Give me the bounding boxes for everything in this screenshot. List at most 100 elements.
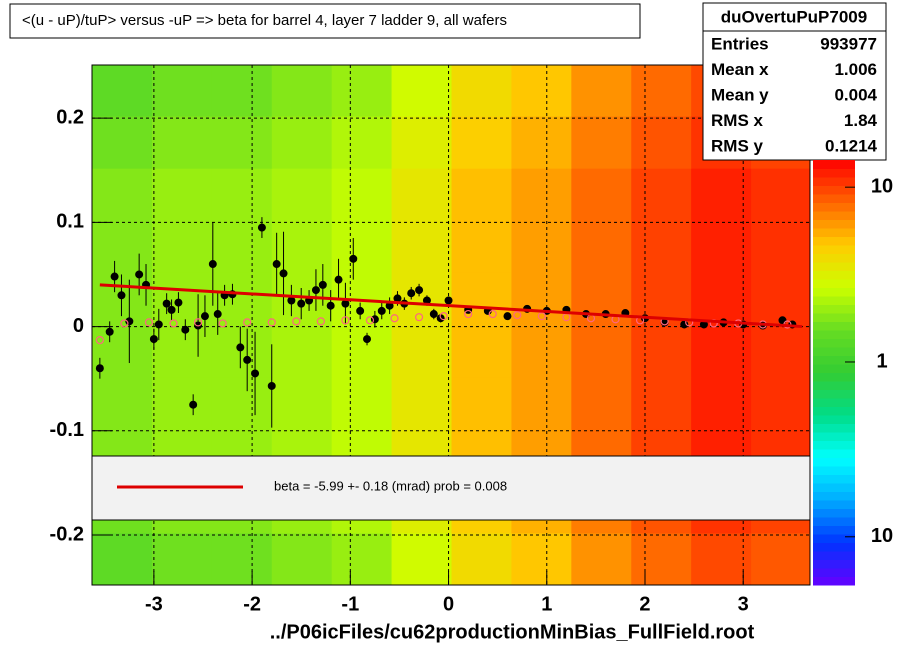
heat-cell (211, 65, 273, 117)
data-point (154, 320, 163, 329)
color-band (813, 542, 855, 552)
data-point (349, 254, 358, 263)
heat-cell (451, 532, 512, 586)
stats-value: 0.1214 (825, 136, 878, 155)
x-tick-label: 0 (443, 593, 454, 615)
stats-value: 993977 (820, 34, 877, 53)
data-point (513, 311, 522, 320)
color-band (813, 398, 855, 407)
data-point (444, 296, 453, 305)
stats-label: Mean y (711, 85, 769, 104)
color-band (813, 177, 855, 186)
stats-label: RMS y (711, 136, 764, 155)
data-point (110, 272, 119, 281)
data-point (149, 335, 158, 344)
data-point (356, 306, 365, 315)
data-point (267, 381, 276, 390)
heat-cell (391, 116, 452, 169)
heat-cell (211, 168, 273, 221)
heat-cell (571, 324, 632, 378)
heat-cell (751, 532, 811, 586)
heat-cell (92, 220, 153, 273)
heat-cell (271, 116, 333, 169)
heat-cell (391, 65, 452, 117)
data-point (377, 306, 386, 315)
heat-cell (391, 168, 452, 221)
heat-cell (451, 272, 512, 325)
data-point (243, 318, 252, 327)
color-band (813, 457, 855, 467)
heat-cell (511, 376, 572, 430)
data-point (363, 335, 372, 344)
data-point (243, 355, 252, 364)
heat-cell (631, 168, 692, 221)
heat-cell (92, 532, 153, 586)
color-band (813, 168, 855, 178)
heat-cell (151, 376, 213, 430)
heat-cell (631, 532, 692, 586)
heat-cell (92, 376, 153, 430)
heat-cell (511, 324, 572, 378)
color-band (813, 211, 855, 220)
stats-label: Entries (711, 34, 769, 53)
color-band (813, 525, 855, 535)
heat-cell (151, 324, 213, 378)
heat-cell (331, 220, 393, 273)
color-band (813, 483, 855, 492)
heat-cell (391, 376, 452, 430)
heat-cell (451, 65, 512, 117)
stats-label: RMS x (711, 111, 764, 130)
color-band (813, 313, 855, 322)
color-band (813, 364, 855, 373)
color-band (813, 185, 855, 195)
heat-cell (92, 168, 153, 221)
data-point (414, 313, 424, 322)
heat-cell (271, 65, 333, 117)
color-band (813, 355, 855, 365)
color-band (813, 406, 855, 416)
data-point (537, 312, 546, 321)
data-point (181, 325, 190, 334)
heat-cell (631, 116, 692, 169)
color-band (813, 304, 855, 314)
data-point (251, 369, 260, 378)
heat-cell (271, 376, 333, 430)
data-point (292, 317, 301, 326)
heat-cell (151, 116, 213, 169)
legend-text: beta = -5.99 +- 0.18 (mrad) prob = 0.008 (274, 478, 507, 493)
data-point (341, 299, 350, 308)
color-band (813, 202, 855, 212)
x-tick-label: -3 (145, 593, 163, 615)
y-tick-label: -0.2 (50, 523, 84, 545)
y-tick-label: 0 (73, 315, 84, 337)
data-point (174, 298, 183, 307)
color-band (813, 347, 855, 356)
heat-cell (691, 220, 752, 273)
data-point (95, 336, 104, 345)
z-tick-label: 10 (871, 525, 893, 547)
data-point (279, 269, 288, 278)
heat-cell (631, 220, 692, 273)
color-band (813, 534, 855, 543)
x-axis-label: ../P06icFiles/cu62productionMinBias_Full… (270, 621, 755, 643)
color-band (813, 262, 855, 271)
data-point (334, 275, 343, 284)
color-band (813, 449, 855, 458)
data-point (390, 314, 399, 323)
heat-cell (631, 376, 692, 430)
data-point (213, 310, 222, 319)
heat-cell (511, 532, 572, 586)
color-band (813, 296, 855, 305)
color-band (813, 194, 855, 203)
heat-cell (511, 116, 572, 169)
heat-cell (271, 532, 333, 586)
data-point (189, 400, 198, 409)
heat-cell (511, 65, 572, 117)
heat-cell (571, 168, 632, 221)
heat-cell (271, 168, 333, 221)
stats-box (702, 2, 887, 161)
heat-cell (151, 65, 213, 117)
heat-cell (691, 272, 752, 325)
color-band (813, 508, 855, 518)
